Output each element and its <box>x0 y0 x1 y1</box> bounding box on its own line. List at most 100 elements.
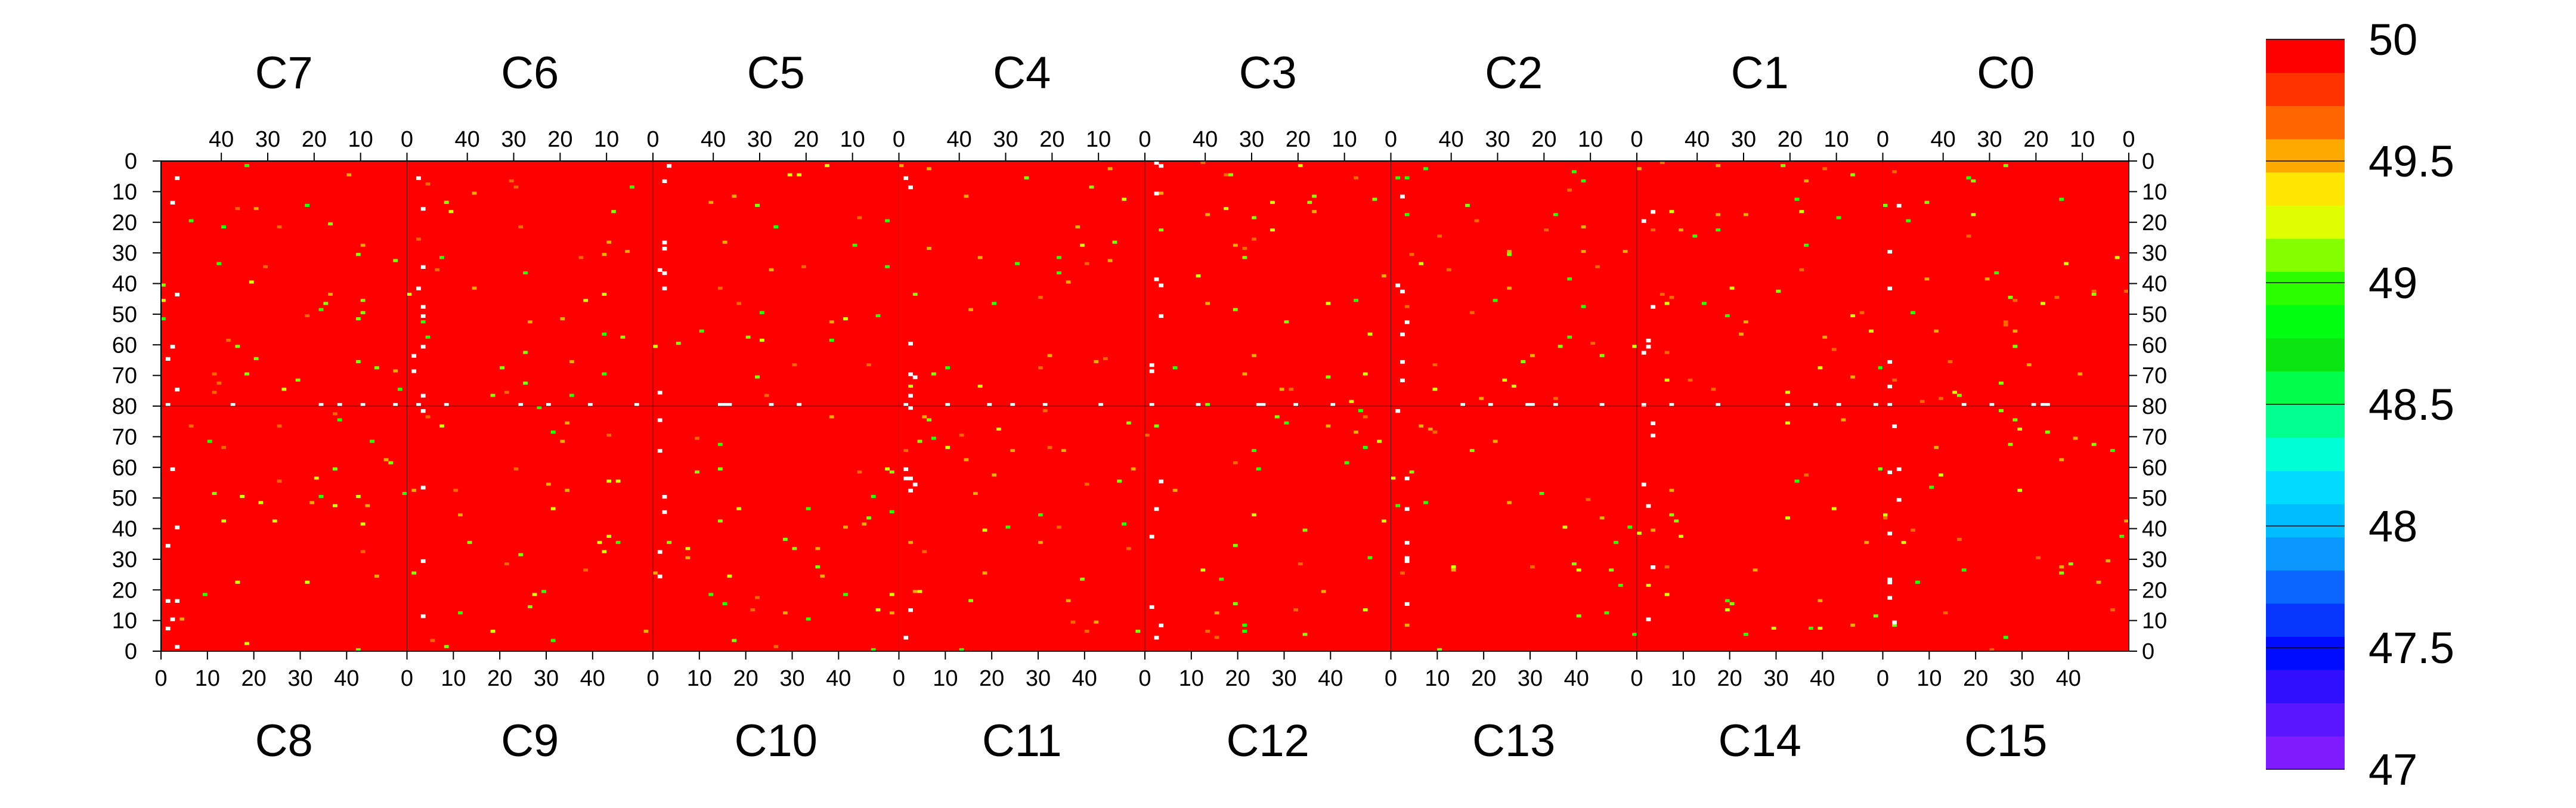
heatmap-cell <box>1948 360 1953 363</box>
heatmap-cell <box>862 522 866 526</box>
heatmap-cell <box>792 363 797 367</box>
heatmap-cell <box>500 366 504 370</box>
heatmap-cell <box>927 418 931 422</box>
heatmap-cell-missing <box>662 510 667 514</box>
top-x-tick-label: 30 <box>1239 127 1264 152</box>
bottom-x-tick-label: 20 <box>1471 666 1496 691</box>
heatmap-cell-missing <box>420 394 426 398</box>
heatmap-cell <box>760 311 764 314</box>
heatmap-cell-missing <box>1159 283 1164 287</box>
heatmap-cell <box>1599 354 1605 357</box>
colorbar-tick-label: 48 <box>2368 501 2417 551</box>
heatmap-cell <box>1112 240 1117 244</box>
heatmap-cell <box>643 630 649 633</box>
bottom-x-tick-label: 10 <box>441 666 466 691</box>
heatmap-cell <box>1256 467 1261 470</box>
heatmap-cell <box>1911 311 1915 314</box>
heatmap-cell-missing <box>1154 161 1159 165</box>
heatmap-cell <box>1274 415 1280 419</box>
heatmap-cell <box>1831 348 1837 351</box>
heatmap-cell <box>1614 541 1618 544</box>
heatmap-cell <box>1094 360 1099 363</box>
heatmap-cell <box>2026 363 2032 367</box>
heatmap-cell <box>1924 200 1930 204</box>
heatmap-cell <box>360 550 366 553</box>
heatmap-cell <box>365 504 370 507</box>
heatmap-cell <box>560 317 565 321</box>
heatmap-cell-missing <box>727 403 732 406</box>
heatmap-cell <box>1326 424 1331 428</box>
heatmap-cell <box>736 507 741 510</box>
heatmap-cell-missing <box>420 409 426 413</box>
bottom-x-tick-label: 40 <box>2056 666 2081 691</box>
heatmap-cell <box>1957 394 1962 397</box>
chip-label-top: C5 <box>747 48 805 98</box>
heatmap-cell <box>606 479 611 483</box>
y-tick-label-left: 70 <box>112 364 137 389</box>
heatmap-cell <box>1716 164 1721 168</box>
heatmap-cell-missing <box>1154 277 1159 281</box>
heatmap-cell <box>1539 491 1544 495</box>
heatmap-cell <box>1567 188 1572 192</box>
heatmap-cell <box>602 332 607 336</box>
chip-label-bottom: C12 <box>1227 716 1309 766</box>
heatmap-cell <box>2045 431 2050 434</box>
heatmap-cell <box>1651 228 1656 232</box>
heatmap-cell <box>1242 630 1247 633</box>
bottom-x-tick-label: 0 <box>401 666 413 691</box>
heatmap-cell-missing <box>1646 345 1651 349</box>
heatmap-cell <box>263 265 268 268</box>
heatmap-cell <box>2054 296 2060 299</box>
heatmap-cell <box>383 458 389 462</box>
heatmap-cell <box>1971 213 1976 216</box>
top-x-tick-label: 0 <box>2122 127 2135 152</box>
y-tick-label-left: 20 <box>112 210 137 236</box>
heatmap-cell-missing <box>1887 385 1893 389</box>
heatmap-cell <box>323 302 329 305</box>
heatmap-cell <box>1066 280 1071 284</box>
bottom-x-tick-label: 30 <box>1271 666 1296 691</box>
heatmap-cell <box>1395 176 1401 179</box>
heatmap-cell <box>945 366 950 370</box>
heatmap-cell <box>797 173 802 177</box>
heatmap-cell-missing <box>1400 332 1405 336</box>
heatmap-cell <box>792 547 797 550</box>
heatmap-cell <box>1938 397 1943 400</box>
heatmap-cell <box>1818 626 1823 630</box>
heatmap-cell <box>1205 403 1210 406</box>
heatmap-cell-missing <box>903 403 909 406</box>
heatmap-cell <box>490 394 496 397</box>
colorbar-segment <box>2266 205 2345 239</box>
heatmap-cell <box>1604 611 1609 615</box>
heatmap-cell <box>2008 442 2013 446</box>
heatmap-cell <box>1298 164 1303 168</box>
heatmap-cell <box>333 467 338 470</box>
heatmap-cell-missing <box>903 176 909 180</box>
heatmap-cell <box>1080 243 1085 247</box>
heatmap-cell-missing <box>662 271 667 275</box>
heatmap-cell <box>328 222 333 225</box>
top-x-tick-label: 10 <box>1824 127 1849 152</box>
colorbar-segment <box>2266 172 2345 206</box>
heatmap-cell-missing <box>420 207 426 211</box>
heatmap-cell <box>393 259 398 262</box>
heatmap-cell <box>272 519 277 523</box>
top-x-tick-label: 20 <box>794 127 819 152</box>
colorbar-segment <box>2266 404 2345 438</box>
heatmap-cell <box>2003 164 2008 168</box>
heatmap-cell <box>2124 519 2129 523</box>
heatmap-cell-missing <box>1651 434 1656 438</box>
top-x-tick-label: 40 <box>1685 127 1710 152</box>
heatmap-cell <box>1084 482 1089 486</box>
heatmap-cell <box>523 351 528 354</box>
heatmap-cell <box>1089 185 1094 189</box>
heatmap-cell <box>1623 250 1628 253</box>
heatmap-cell <box>318 308 324 311</box>
heatmap-cell <box>685 547 691 550</box>
heatmap-cell <box>2073 436 2078 440</box>
heatmap-cell <box>1122 197 1126 201</box>
heatmap-cell <box>1465 203 1470 207</box>
heatmap-cell <box>1404 623 1410 627</box>
heatmap-cell <box>1572 562 1577 566</box>
heatmap-cell-missing <box>908 406 913 410</box>
